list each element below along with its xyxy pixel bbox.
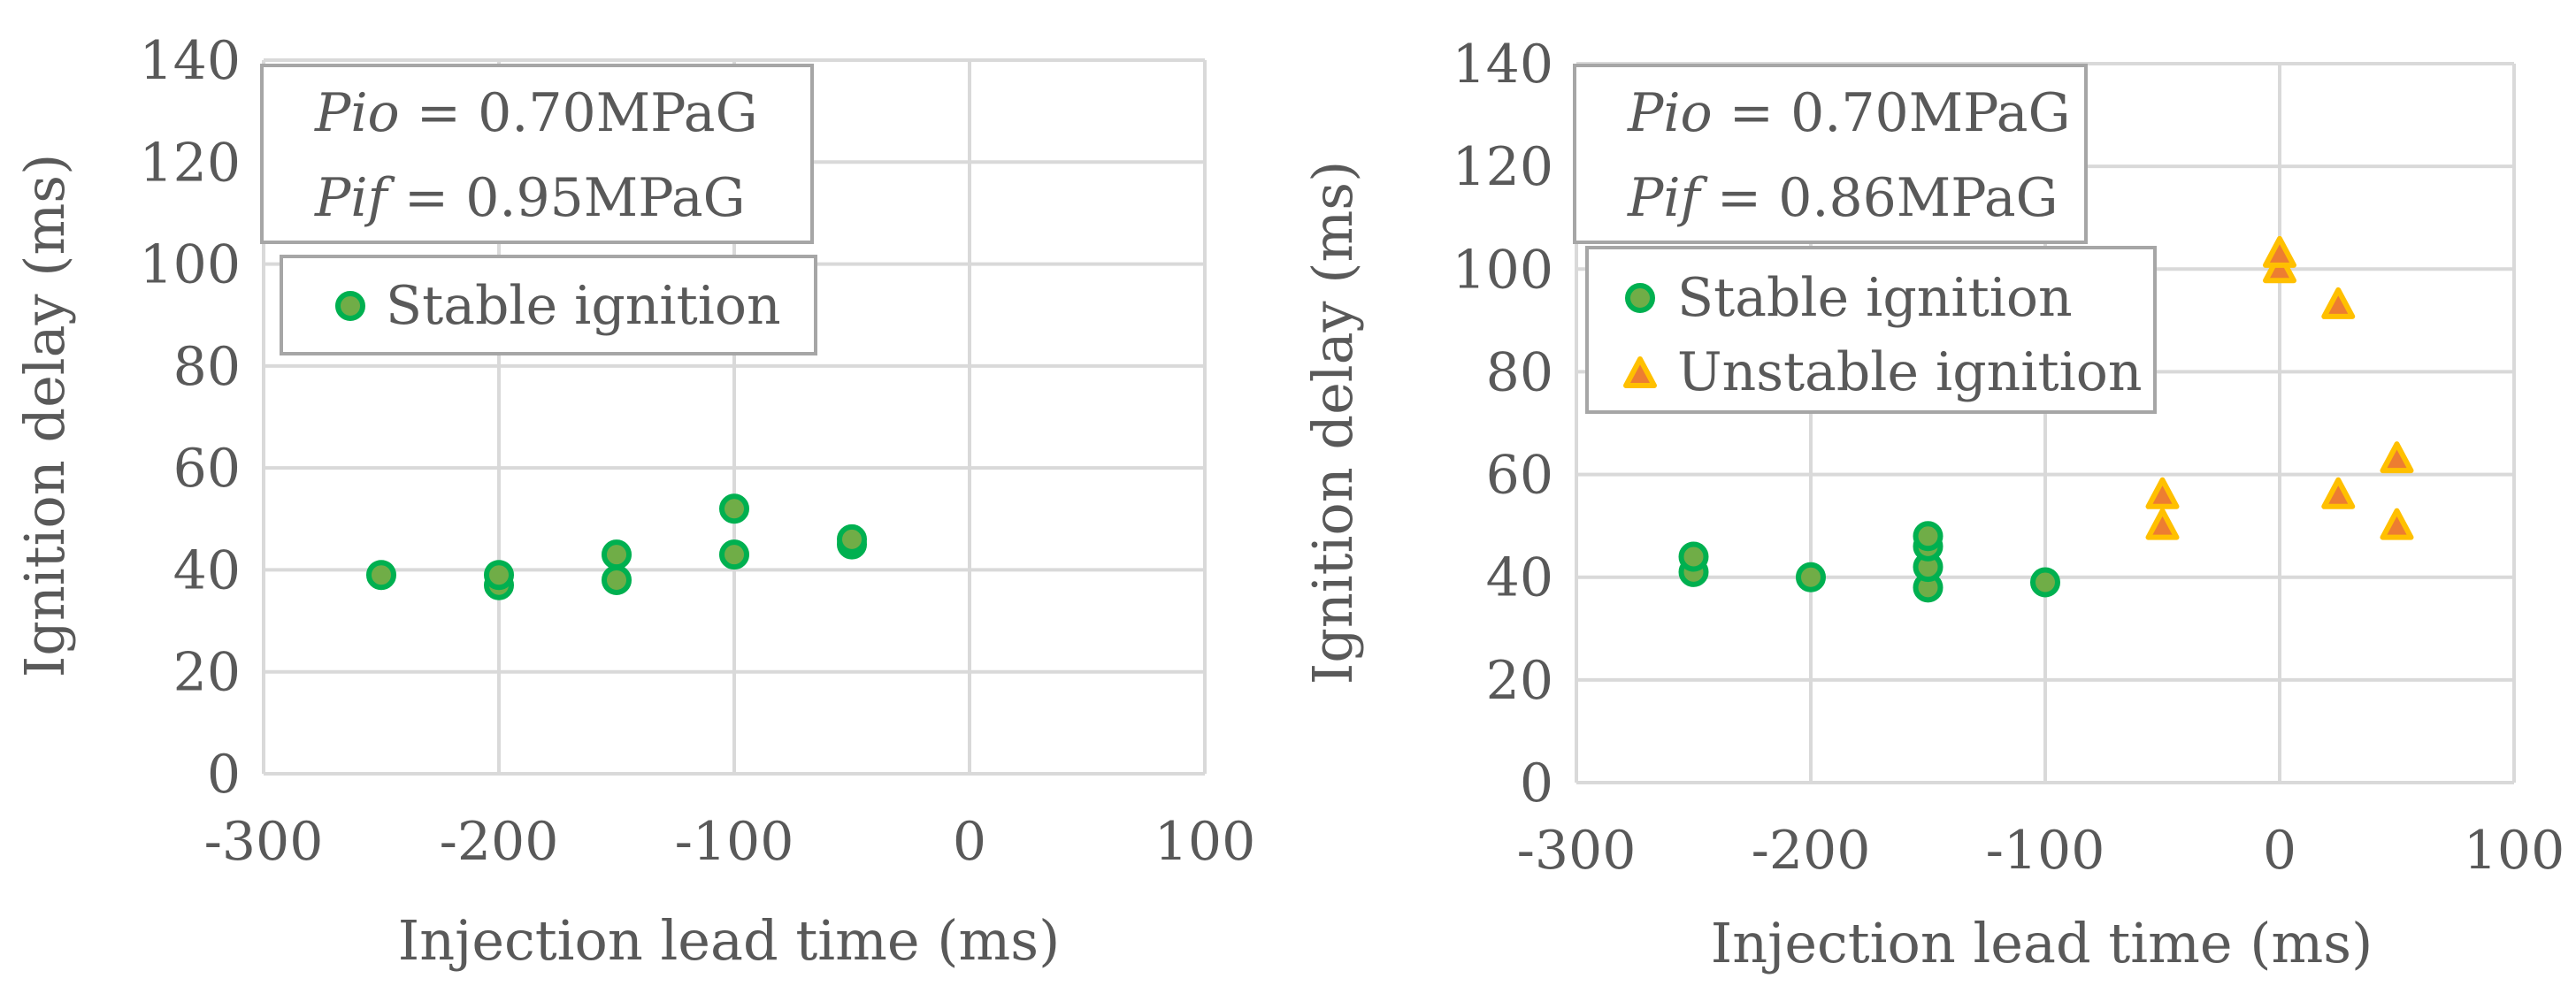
legend-label-unstable: Unstable ignition	[1677, 341, 2143, 403]
y-tick-label: 40	[173, 539, 241, 601]
y-tick-label: 140	[1452, 34, 1553, 96]
y-tick-label: 100	[139, 234, 241, 296]
y-tick-label: 60	[1486, 445, 1553, 507]
scatter-chart-right: 0 20 40 60 80 100 120 140 -300 -200 -100 0 100 Injec…	[1300, 34, 2564, 975]
axis-titles: Injection lead time (ms) Ignition delay …	[12, 154, 1060, 973]
y-tick-label: 140	[139, 30, 241, 92]
annotation-value-2: = 0.95MPaG	[387, 167, 746, 229]
tick-labels: 0 20 40 60 80 100 120 140 -300 -200 -100 0 100	[1452, 34, 2564, 882]
unstable-ignition-point	[2145, 477, 2180, 509]
stable-ignition-point	[1796, 562, 1826, 592]
legend: Stable ignition	[280, 255, 817, 355]
annotation-line-1: Pio = 0.70MPaG	[1627, 82, 2071, 144]
condition-annotation: Pio = 0.70MPaG Pif = 0.95MPaG	[260, 64, 814, 244]
y-tick-label: 120	[1452, 136, 1553, 198]
y-tick-label: 60	[173, 438, 241, 500]
x-tick-label: -300	[204, 811, 324, 873]
stable-ignition-point	[719, 539, 749, 570]
stable-ignition-point	[602, 539, 632, 570]
annotation-var-1: Pio	[1627, 82, 1713, 144]
x-tick-label: 100	[2464, 820, 2565, 882]
stable-ignition-point	[1913, 521, 1944, 552]
annotation-line-1: Pio = 0.70MPaG	[314, 82, 758, 144]
y-axis-label: Ignition delay (ms)	[12, 154, 77, 678]
y-tick-label: 120	[139, 132, 241, 194]
y-axis-label: Ignition delay (ms)	[1300, 161, 1365, 685]
annotation-box	[1573, 64, 2088, 244]
unstable-ignition-point	[2321, 287, 2356, 319]
y-tick-label: 20	[1486, 650, 1553, 712]
annotation-var-1: Pio	[314, 82, 400, 144]
unstable-ignition-point	[2263, 235, 2296, 268]
unstable-ignition-point	[2380, 508, 2414, 540]
x-axis-label: Injection lead time (ms)	[398, 908, 1061, 973]
legend-label-stable: Stable ignition	[1677, 267, 2073, 329]
x-tick-label: -300	[1517, 820, 1637, 882]
annotation-value-1: = 0.70MPaG	[1713, 82, 2071, 144]
stable-ignition-point	[366, 560, 396, 591]
unstable-ignition-point	[2145, 508, 2180, 540]
annotation-var-2: Pif	[1627, 167, 1709, 229]
y-tick-label: 20	[173, 642, 241, 704]
y-tick-label: 80	[173, 336, 241, 398]
stable-ignition-point	[484, 560, 514, 591]
legend-box	[1585, 246, 2157, 414]
y-tick-label: 100	[1452, 239, 1553, 301]
annotation-value-2: = 0.86MPaG	[1700, 167, 2058, 229]
stable-ignition-point	[2030, 567, 2060, 598]
data-points	[366, 493, 867, 600]
x-tick-label: -200	[440, 811, 559, 873]
y-tick-label: 40	[1486, 547, 1553, 609]
x-tick-label: 0	[953, 811, 986, 873]
legend-label-stable: Stable ignition	[386, 275, 781, 337]
x-tick-label: 100	[1154, 811, 1256, 873]
scatter-chart-left: 0 20 40 60 80 100 120 140 -300 -200 -100 0 100 Injec…	[12, 30, 1255, 973]
annotation-var-2: Pif	[314, 167, 396, 229]
y-tick-label: 0	[1520, 753, 1553, 814]
annotation-line-2: Pif = 0.86MPaG	[1627, 167, 2058, 229]
stable-ignition-point	[837, 524, 867, 554]
condition-annotation: Pio = 0.70MPaG Pif = 0.86MPaG	[1573, 64, 2088, 244]
unstable-ignition-point	[2321, 477, 2356, 509]
stable-ignition-point	[1678, 541, 1709, 572]
legend-marker-unstable	[1623, 356, 1657, 388]
legend-marker-stable	[335, 291, 365, 321]
data-points	[1678, 235, 2414, 603]
x-tick-label: 0	[2263, 820, 2296, 882]
axis-titles: Injection lead time (ms) Ignition delay …	[1300, 161, 2373, 975]
annotation-box	[260, 64, 814, 244]
annotation-line-2: Pif = 0.95MPaG	[314, 167, 746, 229]
y-tick-label: 80	[1486, 341, 1553, 403]
unstable-ignition-point	[2380, 441, 2414, 474]
legend-marker-stable	[1625, 283, 1655, 313]
x-tick-label: -100	[675, 811, 794, 873]
x-tick-label: -100	[1986, 820, 2105, 882]
legend: Stable ignition Unstable ignition	[1585, 246, 2157, 414]
tick-labels: 0 20 40 60 80 100 120 140 -300 -200 -100 0 100	[139, 30, 1255, 873]
legend-box	[280, 255, 817, 355]
annotation-value-1: = 0.70MPaG	[400, 82, 758, 144]
x-axis-label: Injection lead time (ms)	[1711, 911, 2373, 975]
stable-ignition-point	[719, 493, 749, 524]
x-tick-label: -200	[1752, 820, 1871, 882]
stable-ignition-point	[602, 564, 632, 595]
y-tick-label: 0	[207, 744, 241, 806]
